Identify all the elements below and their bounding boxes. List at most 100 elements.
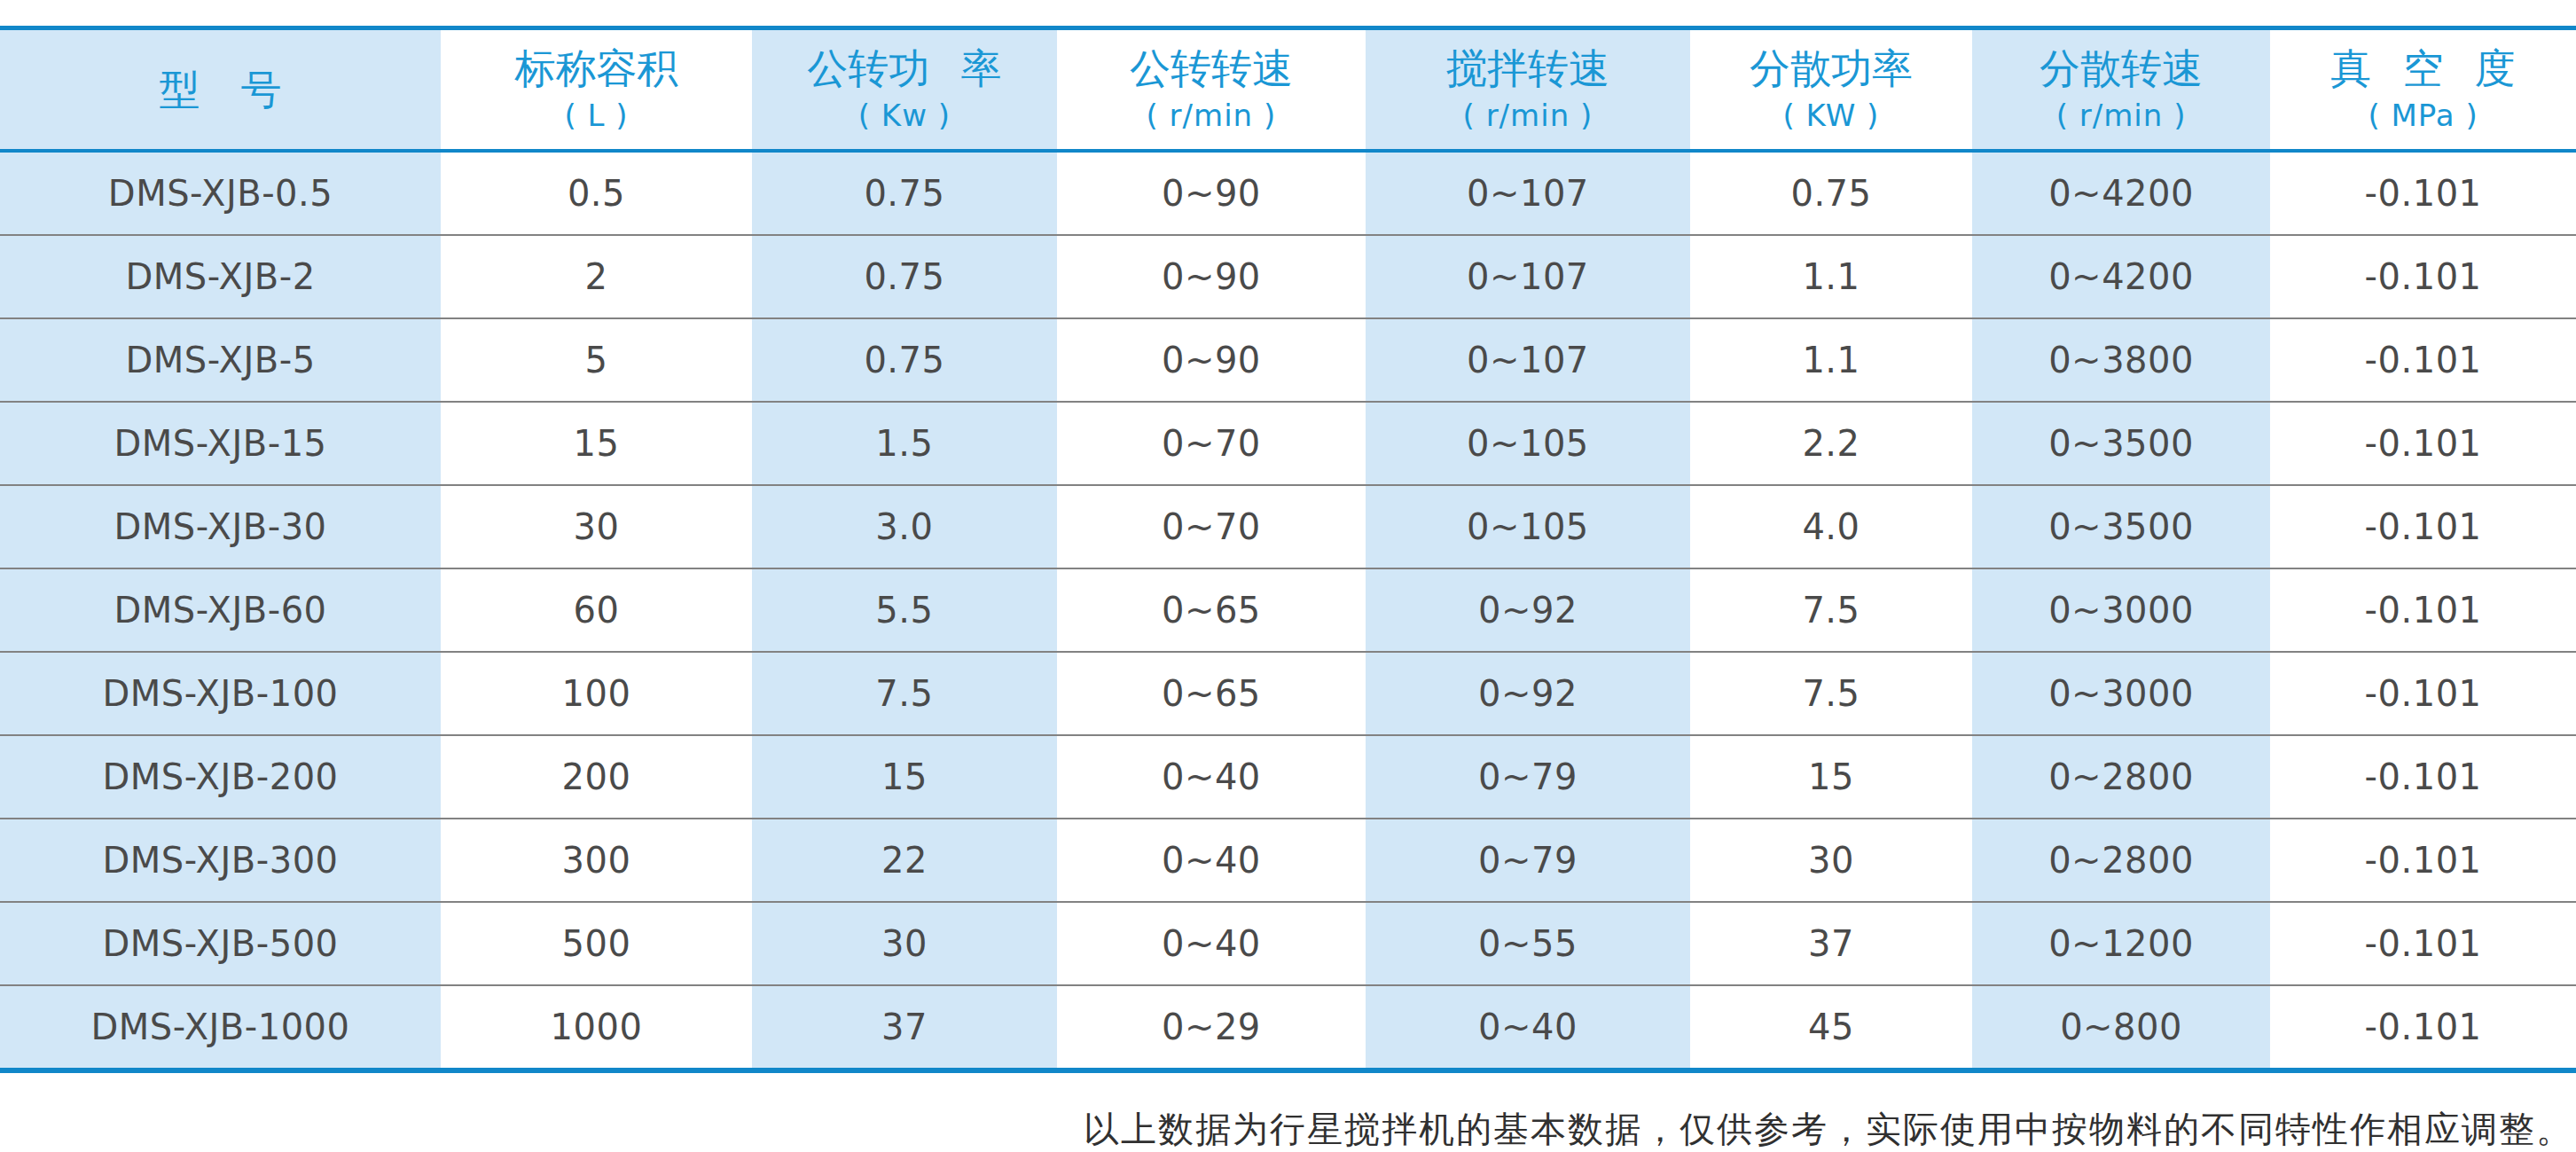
value-cell: 37: [752, 985, 1057, 1070]
value-cell: 0~90: [1057, 318, 1366, 402]
value-cell: -0.101: [2270, 235, 2576, 318]
value-cell: 0.75: [752, 151, 1057, 235]
value-cell: 0.75: [1690, 151, 1972, 235]
value-cell: 7.5: [1690, 568, 1972, 652]
value-cell: 0~40: [1057, 735, 1366, 819]
value-cell: 0~65: [1057, 652, 1366, 735]
value-cell: 0~65: [1057, 568, 1366, 652]
table-row: DMS-XJB-500500300~400~55370~1200-0.101: [0, 902, 2576, 985]
value-cell: 0~90: [1057, 235, 1366, 318]
column-unit: ( Kw ): [752, 98, 1057, 134]
value-cell: 5.5: [752, 568, 1057, 652]
value-cell: 0~79: [1366, 819, 1690, 902]
value-cell: 200: [441, 735, 752, 819]
value-cell: 0~107: [1366, 235, 1690, 318]
value-cell: 0~29: [1057, 985, 1366, 1070]
value-cell: 15: [752, 735, 1057, 819]
column-header: 搅拌转速 ( r/min ): [1366, 28, 1690, 152]
value-cell: 0~1200: [1972, 902, 2270, 985]
table-row: DMS-XJB-10001000370~290~40450~800-0.101: [0, 985, 2576, 1070]
value-cell: 0~105: [1366, 485, 1690, 568]
value-cell: 0~3800: [1972, 318, 2270, 402]
table-header: 型 号标称容积 ( L )公转功 率 ( Kw )公转转速( r/min )搅拌转速…: [0, 28, 2576, 152]
table-row: DMS-XJB-1001007.50~650~927.50~3000-0.101: [0, 652, 2576, 735]
column-header: 分散转速 ( r/min ): [1972, 28, 2270, 152]
value-cell: 0~40: [1057, 819, 1366, 902]
column-header: 标称容积 ( L ): [441, 28, 752, 152]
value-cell: -0.101: [2270, 485, 2576, 568]
value-cell: 3.0: [752, 485, 1057, 568]
value-cell: 5: [441, 318, 752, 402]
model-cell: DMS-XJB-300: [0, 819, 441, 902]
value-cell: -0.101: [2270, 985, 2576, 1070]
model-cell: DMS-XJB-500: [0, 902, 441, 985]
value-cell: -0.101: [2270, 652, 2576, 735]
value-cell: 1.1: [1690, 235, 1972, 318]
value-cell: 0~92: [1366, 568, 1690, 652]
value-cell: 30: [441, 485, 752, 568]
column-header: 公转功 率 ( Kw ): [752, 28, 1057, 152]
model-cell: DMS-XJB-15: [0, 402, 441, 485]
value-cell: 0~40: [1057, 902, 1366, 985]
column-title: 搅拌转速: [1366, 45, 1690, 92]
value-cell: 15: [441, 402, 752, 485]
value-cell: -0.101: [2270, 402, 2576, 485]
spec-table: 型 号标称容积 ( L )公转功 率 ( Kw )公转转速( r/min )搅拌转速…: [0, 26, 2576, 1073]
value-cell: 0~107: [1366, 318, 1690, 402]
value-cell: 0~55: [1366, 902, 1690, 985]
value-cell: 0~4200: [1972, 151, 2270, 235]
column-title: 型 号: [0, 67, 441, 114]
value-cell: 0.75: [752, 235, 1057, 318]
column-title: 标称容积: [441, 45, 752, 92]
value-cell: 0~3000: [1972, 652, 2270, 735]
value-cell: -0.101: [2270, 318, 2576, 402]
column-header: 型 号: [0, 28, 441, 152]
value-cell: 300: [441, 819, 752, 902]
value-cell: 0.5: [441, 151, 752, 235]
footer-note: 以上数据为行星搅拌机的基本数据，仅供参考，实际使用中按物料的不同特性作相应调整。: [1084, 1108, 2573, 1150]
value-cell: 0~3500: [1972, 402, 2270, 485]
column-unit: ( MPa ): [2270, 98, 2576, 134]
column-unit: ( r/min ): [1366, 98, 1690, 134]
model-cell: DMS-XJB-0.5: [0, 151, 441, 235]
value-cell: 0~70: [1057, 485, 1366, 568]
value-cell: 1000: [441, 985, 752, 1070]
value-cell: 0~70: [1057, 402, 1366, 485]
value-cell: 1.5: [752, 402, 1057, 485]
model-cell: DMS-XJB-100: [0, 652, 441, 735]
value-cell: 7.5: [1690, 652, 1972, 735]
value-cell: 45: [1690, 985, 1972, 1070]
value-cell: 0~79: [1366, 735, 1690, 819]
table-row: DMS-XJB-0.50.50.750~900~1070.750~4200-0.…: [0, 151, 2576, 235]
value-cell: 0~92: [1366, 652, 1690, 735]
model-cell: DMS-XJB-5: [0, 318, 441, 402]
table-row: DMS-XJB-60605.50~650~927.50~3000-0.101: [0, 568, 2576, 652]
model-cell: DMS-XJB-2: [0, 235, 441, 318]
value-cell: 500: [441, 902, 752, 985]
value-cell: 1.1: [1690, 318, 1972, 402]
value-cell: 0~40: [1366, 985, 1690, 1070]
value-cell: 2.2: [1690, 402, 1972, 485]
value-cell: 60: [441, 568, 752, 652]
value-cell: 0~2800: [1972, 735, 2270, 819]
column-unit: ( r/min ): [1972, 98, 2270, 134]
table-body: DMS-XJB-0.50.50.750~900~1070.750~4200-0.…: [0, 151, 2576, 1070]
value-cell: 0~90: [1057, 151, 1366, 235]
value-cell: 0~107: [1366, 151, 1690, 235]
value-cell: 7.5: [752, 652, 1057, 735]
column-title: 分散功率: [1690, 45, 1972, 92]
column-title: 分散转速: [1972, 45, 2270, 92]
table-row: DMS-XJB-200200150~400~79150~2800-0.101: [0, 735, 2576, 819]
model-cell: DMS-XJB-30: [0, 485, 441, 568]
column-header: 公转转速( r/min ): [1057, 28, 1366, 152]
value-cell: 0~3000: [1972, 568, 2270, 652]
value-cell: -0.101: [2270, 819, 2576, 902]
table-row: DMS-XJB-300300220~400~79300~2800-0.101: [0, 819, 2576, 902]
value-cell: 0~3500: [1972, 485, 2270, 568]
column-title: 公转功 率: [752, 45, 1057, 92]
value-cell: 0~4200: [1972, 235, 2270, 318]
spec-sheet: 型 号标称容积 ( L )公转功 率 ( Kw )公转转速( r/min )搅拌转速…: [0, 26, 2576, 1152]
column-unit: ( L ): [441, 98, 752, 134]
value-cell: 0.75: [752, 318, 1057, 402]
model-cell: DMS-XJB-200: [0, 735, 441, 819]
